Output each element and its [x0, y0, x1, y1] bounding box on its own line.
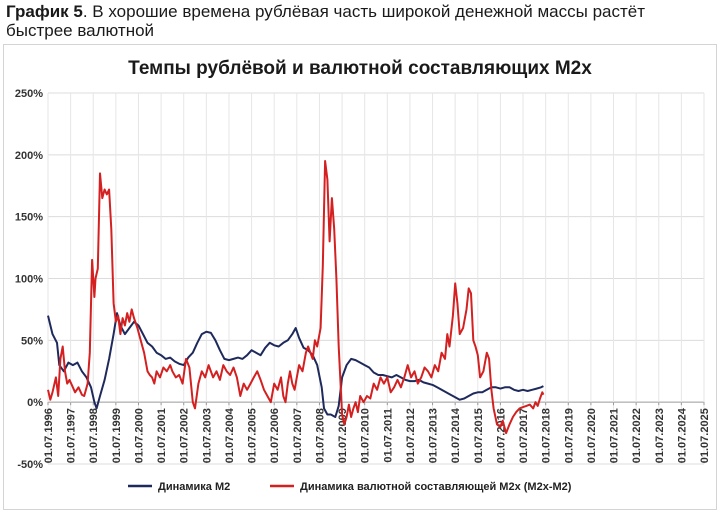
gridlines [47, 92, 705, 465]
figure-caption: График 5. В хорошие времена рублёвая час… [6, 2, 714, 40]
x-tick-label: 01.07.2004 [224, 407, 236, 463]
x-tick-label: 01.07.2023 [654, 408, 666, 463]
x-tick-label: 01.07.2014 [450, 407, 462, 463]
chart-legend: Динамика М2 Динамика валютной составляюще… [128, 481, 572, 493]
figure-caption-label: График 5 [6, 2, 83, 21]
legend-label: Динамика М2 [158, 481, 230, 493]
x-tick-label: 01.07.2019 [563, 408, 575, 463]
x-tick-label: 01.07.2001 [156, 408, 168, 463]
y-tick-label: 150% [15, 212, 43, 224]
y-tick-label: 250% [15, 88, 43, 100]
y-tick-label: 0% [27, 397, 43, 409]
x-tick-label: 01.07.2015 [473, 408, 485, 463]
x-tick-label: 01.07.2002 [179, 408, 191, 463]
x-tick-label: 01.07.2003 [201, 408, 213, 463]
x-tick-label: 01.07.2020 [586, 408, 598, 463]
x-tick-label: 01.07.2010 [360, 408, 372, 463]
y-tick-label: 200% [15, 150, 43, 162]
x-tick-label: 01.07.2007 [292, 408, 304, 463]
figure-caption-text: . В хорошие времена рублёвая часть широк… [6, 2, 646, 40]
series-fx-line [47, 160, 545, 435]
x-tick-label: 01.07.2021 [609, 408, 621, 463]
x-tick-label: 01.07.2022 [631, 408, 643, 463]
y-tick-label: -50% [17, 459, 43, 471]
x-tick-label: 01.07.1999 [111, 408, 123, 463]
y-tick-label: 50% [21, 335, 43, 347]
y-tick-label: 100% [15, 274, 43, 286]
y-axis: 250% 200% 150% 100% 50% 0% -50% [15, 88, 43, 471]
x-tick-label: 01.07.2008 [314, 408, 326, 463]
x-tick-label: 01.07.2005 [247, 408, 259, 463]
legend-label: Динамика валютной составляющей М2х (М2х-… [300, 481, 572, 493]
x-tick-label: 01.07.1998 [88, 408, 100, 463]
x-tick-label: 01.07.2018 [541, 408, 553, 463]
chart-title: Темпы рублёвой и валютной составляющих М… [128, 58, 592, 79]
x-tick-label: 01.07.2016 [495, 408, 507, 463]
x-axis: 01.07.1996 01.07.1997 01.07.1998 01.07.1999… [43, 402, 711, 463]
x-tick-label: 01.07.2013 [428, 408, 440, 463]
x-tick-label: 01.07.2000 [133, 408, 145, 463]
x-tick-label: 01.07.2006 [269, 408, 281, 463]
series-lines [47, 160, 545, 435]
x-tick-label: 01.07.2017 [518, 408, 530, 463]
x-tick-label: 01.07.1996 [43, 408, 55, 463]
series-m2-line [47, 312, 544, 418]
x-tick-label: 01.07.2025 [699, 408, 711, 463]
chart-frame [3, 44, 717, 510]
x-tick-label: 01.07.2011 [382, 408, 394, 462]
x-tick-label: 01.07.1997 [66, 408, 78, 463]
x-tick-label: 01.07.2012 [405, 408, 417, 463]
x-tick-label: 01.07.2024 [676, 407, 688, 463]
